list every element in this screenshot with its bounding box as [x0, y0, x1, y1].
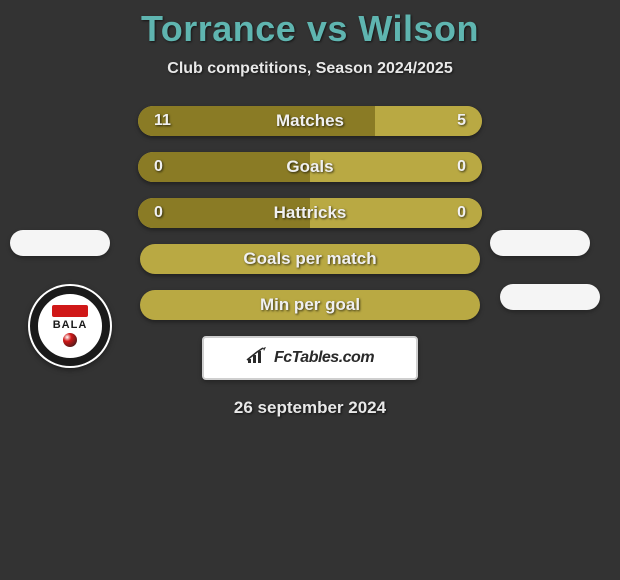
subtitle: Club competitions, Season 2024/2025 — [0, 60, 620, 78]
source-badge: FcTables.com — [202, 336, 418, 380]
source-label: FcTables.com — [274, 349, 374, 367]
stat-bar: Hattricks 0 0 — [138, 198, 482, 228]
date-label: 26 september 2024 — [0, 398, 620, 418]
stats-area: BALA Matches115Goals00Hattricks00Goals p… — [0, 106, 620, 320]
bar-segment-left — [138, 152, 310, 182]
badge-text: BALA — [53, 319, 88, 331]
stat-label: Hattricks — [274, 203, 347, 223]
stat-value-left: 0 — [154, 158, 163, 176]
stat-label: Min per goal — [260, 295, 360, 315]
stat-label: Matches — [276, 111, 344, 131]
stat-value-left: 11 — [154, 112, 171, 130]
stat-row: Min per goal — [0, 290, 620, 320]
stat-bar: Goals per match — [140, 244, 480, 274]
stat-row: Goals per match — [0, 244, 620, 274]
page-title: Torrance vs Wilson — [0, 8, 620, 50]
stat-value-right: 5 — [457, 112, 466, 130]
stat-label: Goals per match — [243, 249, 376, 269]
comparison-card: Torrance vs Wilson Club competitions, Se… — [0, 0, 620, 418]
stat-bar: Goals 0 0 — [138, 152, 482, 182]
chart-icon — [246, 347, 268, 370]
stat-row: Hattricks 0 0 — [0, 198, 620, 228]
stat-bar: Min per goal — [140, 290, 480, 320]
stat-value-right: 0 — [457, 158, 466, 176]
stat-bar: Matches 11 5 — [138, 106, 482, 136]
stat-value-right: 0 — [457, 204, 466, 222]
stat-value-left: 0 — [154, 204, 163, 222]
stat-row: Goals 0 0 — [0, 152, 620, 182]
badge-ball-icon — [63, 333, 77, 347]
stat-label: Goals — [286, 157, 333, 177]
stat-row: Matches 11 5 — [0, 106, 620, 136]
